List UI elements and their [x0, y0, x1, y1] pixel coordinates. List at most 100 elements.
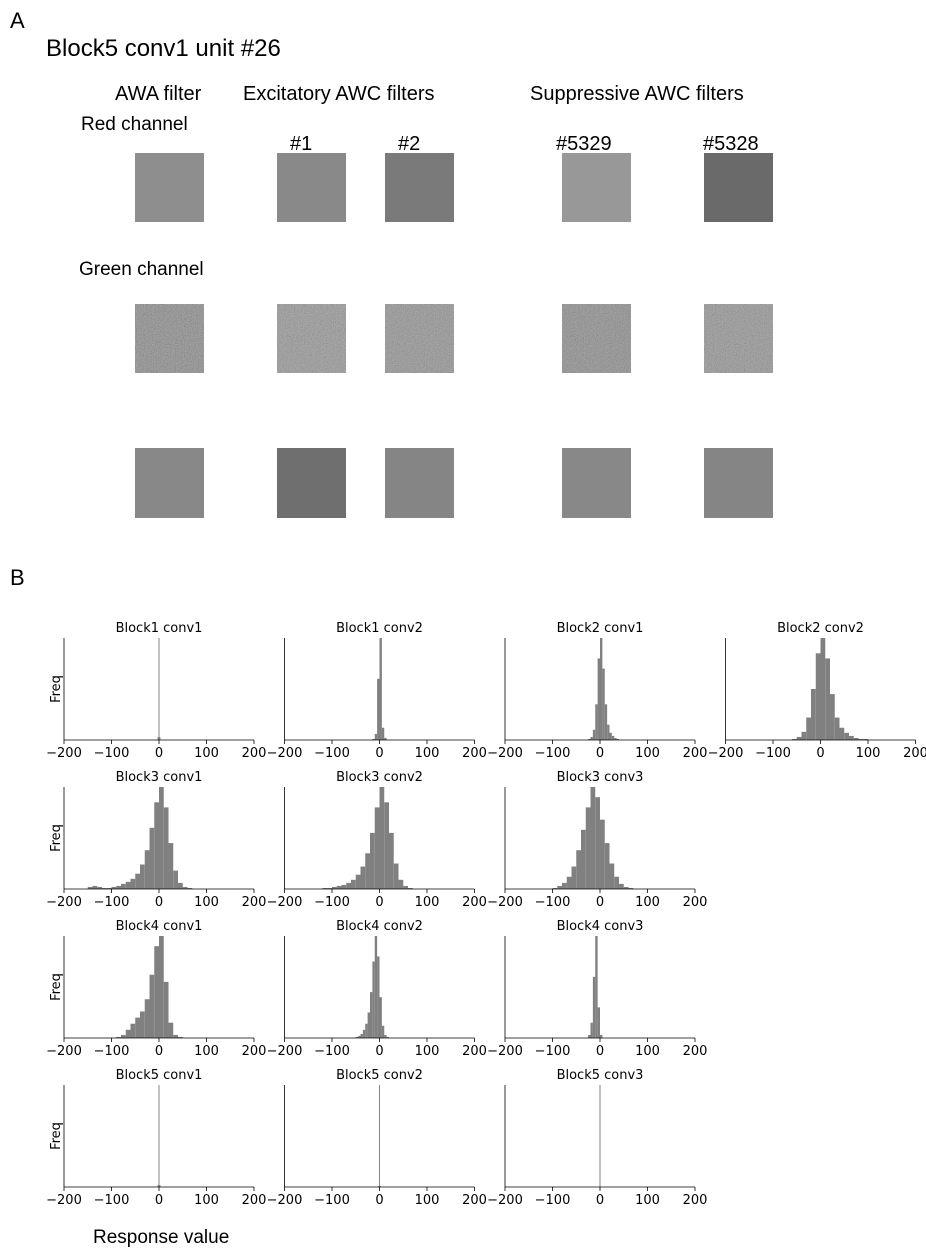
- filter-image: [562, 448, 631, 518]
- x-tick-label: 200: [242, 1193, 267, 1208]
- x-tick-label: −100: [94, 895, 130, 910]
- bar: [150, 828, 155, 889]
- x-tick-label: −100: [314, 1193, 350, 1208]
- x-tick-label: −200: [487, 895, 523, 910]
- x-tick-label: −200: [708, 746, 744, 761]
- x-tick-label: 100: [415, 1044, 440, 1059]
- bar: [164, 807, 169, 889]
- bar: [593, 730, 595, 740]
- bar: [610, 864, 615, 890]
- x-tick-label: 100: [194, 1193, 219, 1208]
- bar: [576, 850, 581, 889]
- x-tick-label: −100: [314, 746, 350, 761]
- bar: [158, 737, 159, 740]
- x-tick-label: 100: [415, 746, 440, 761]
- bar: [562, 883, 567, 889]
- bar: [368, 1013, 370, 1039]
- chart-title: Block4 conv1: [116, 919, 203, 934]
- bar: [375, 936, 377, 1038]
- bar: [593, 977, 595, 1038]
- bar: [159, 787, 164, 889]
- bar: [140, 1011, 145, 1038]
- x-tick-label: −100: [94, 1044, 130, 1059]
- chart-title: Block3 conv3: [557, 770, 644, 785]
- y-axis-label: Freq: [49, 675, 64, 703]
- bar: [610, 733, 612, 740]
- chart-title: Block3 conv2: [336, 770, 423, 785]
- x-tick-label: −100: [94, 1193, 130, 1208]
- bar: [131, 879, 136, 889]
- x-tick-label: 100: [635, 1193, 660, 1208]
- filter-image: [385, 448, 454, 518]
- bar: [600, 1035, 602, 1038]
- x-tick-label: −100: [535, 895, 571, 910]
- bar: [169, 1023, 174, 1038]
- x-tick-label: −200: [267, 895, 303, 910]
- bar: [598, 1007, 600, 1038]
- x-tick-label: 0: [596, 1044, 604, 1059]
- bar: [557, 886, 562, 889]
- filter-image: [562, 153, 631, 222]
- bar: [572, 867, 577, 889]
- bar: [586, 807, 591, 889]
- filter-image: [277, 153, 346, 222]
- chart-title: Block1 conv2: [336, 621, 423, 636]
- bar: [377, 956, 379, 1038]
- bar: [382, 728, 384, 740]
- panel-title: Block5 conv1 unit #26: [46, 35, 281, 62]
- bar: [384, 1035, 386, 1038]
- x-tick-label: −100: [535, 1044, 571, 1059]
- bar: [93, 886, 98, 889]
- filter-noise: [562, 304, 631, 373]
- bar: [830, 694, 835, 740]
- bar: [591, 1023, 593, 1038]
- bar: [342, 885, 347, 889]
- chart-title: Block5 conv2: [336, 1068, 423, 1083]
- bar: [844, 733, 849, 740]
- bar: [145, 850, 150, 889]
- bar: [377, 679, 379, 740]
- bar: [394, 864, 399, 890]
- bar: [389, 833, 394, 889]
- column-header: Excitatory AWC filters: [243, 83, 435, 105]
- bar: [605, 704, 607, 740]
- bar: [337, 886, 342, 889]
- bar: [821, 638, 826, 740]
- chart-title: Block1 conv1: [116, 621, 203, 636]
- filter-noise: [135, 304, 204, 373]
- chart-title: Block5 conv3: [557, 1068, 644, 1083]
- bar: [346, 883, 351, 889]
- x-tick-label: −200: [267, 1193, 303, 1208]
- bar: [363, 1030, 365, 1038]
- bar: [591, 787, 596, 889]
- filter-image: [385, 153, 454, 222]
- x-tick-label: −100: [755, 746, 791, 761]
- x-tick-label: 0: [816, 746, 824, 761]
- x-tick-label: 200: [242, 746, 267, 761]
- x-tick-label: −200: [46, 1044, 82, 1059]
- bar: [600, 820, 605, 889]
- x-tick-label: −100: [314, 895, 350, 910]
- x-tick-label: −100: [94, 746, 130, 761]
- x-tick-label: 100: [194, 895, 219, 910]
- bar: [399, 880, 404, 889]
- panel-label: A: [10, 8, 25, 33]
- x-tick-label: −200: [267, 746, 303, 761]
- x-tick-label: 200: [462, 746, 487, 761]
- x-tick-label: 0: [375, 746, 383, 761]
- filter-image: [135, 448, 204, 518]
- x-tick-label: 100: [415, 1193, 440, 1208]
- x-tick-label: 0: [155, 895, 163, 910]
- bar: [598, 658, 600, 740]
- x-tick-label: 100: [194, 746, 219, 761]
- bar: [802, 732, 807, 740]
- bar: [382, 1026, 384, 1038]
- x-tick-label: 200: [462, 895, 487, 910]
- x-tick-label: 100: [635, 1044, 660, 1059]
- bar: [581, 830, 586, 889]
- chart-title: Block4 conv3: [557, 919, 644, 934]
- x-tick-label: −200: [487, 746, 523, 761]
- bar: [370, 992, 372, 1038]
- bar: [159, 737, 160, 740]
- bar: [370, 833, 375, 889]
